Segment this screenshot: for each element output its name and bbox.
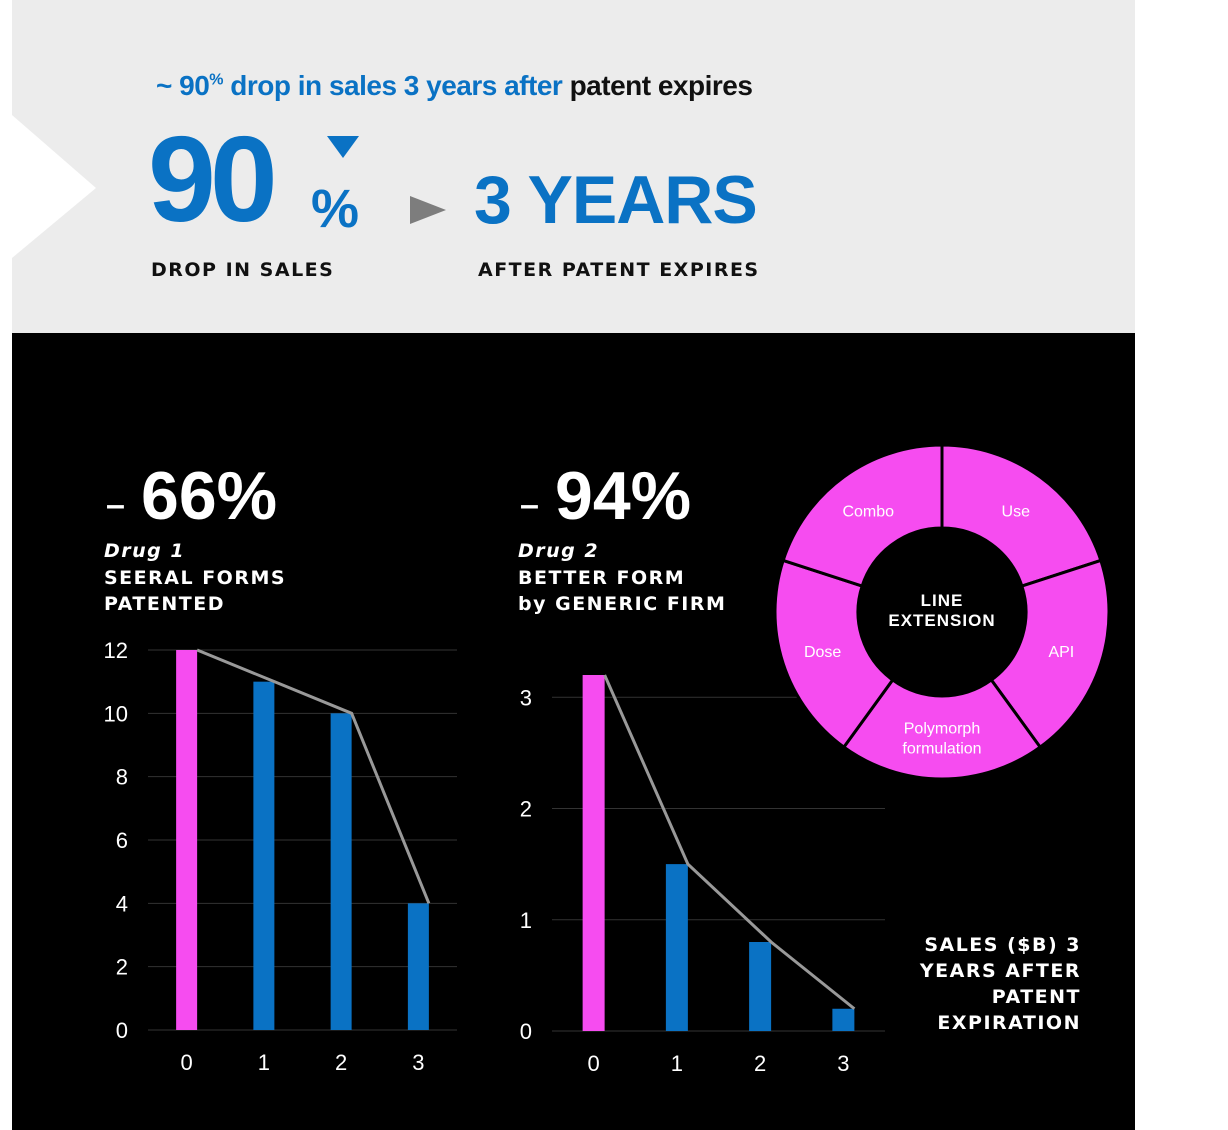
x-tick-label: 3 xyxy=(412,1050,424,1075)
donut-center-label: LINE xyxy=(921,591,964,610)
donut-segment-label: Use xyxy=(1002,503,1031,520)
drug2-name: Drug 2 xyxy=(518,540,600,562)
play-arrow-icon xyxy=(410,196,446,224)
donut-segment xyxy=(773,558,895,750)
drug2-minus: – xyxy=(520,486,539,524)
bar-2 xyxy=(749,942,772,1031)
donut-segment xyxy=(940,443,1103,588)
bar-0 xyxy=(582,675,605,1031)
drug1-name: Drug 1 xyxy=(104,540,186,562)
summary-panel xyxy=(12,0,1135,333)
x-tick-label: 1 xyxy=(258,1050,270,1075)
x-tick-label: 1 xyxy=(671,1051,683,1076)
y-tick-label: 2 xyxy=(116,955,128,980)
drug2-desc: BETTER FORM by GENERIC FIRM xyxy=(518,565,726,617)
y-tick-label: 6 xyxy=(116,828,128,853)
donut-segment xyxy=(781,443,944,588)
headline-prefix: ~ 90 xyxy=(156,70,210,101)
drug1-desc-line1: SEERAL FORMS xyxy=(104,567,287,589)
bar-3 xyxy=(832,1008,855,1031)
stat-90-unit: % xyxy=(311,179,360,239)
drug2-desc-line2: by GENERIC FIRM xyxy=(518,593,727,615)
bar-3 xyxy=(407,903,429,1030)
y-tick-label: 10 xyxy=(104,701,128,726)
line-extension-donut: Use API Polymorph formulation Dose Combo LINEE… xyxy=(773,443,1111,781)
stat-90-label: DROP IN SALES xyxy=(151,259,335,281)
headline: ~ 90% drop in sales 3 years after patent… xyxy=(156,70,753,102)
donut-segment-label: Polymorph xyxy=(904,721,980,738)
x-tick-label: 2 xyxy=(335,1050,347,1075)
x-tick-label: 0 xyxy=(181,1050,193,1075)
headline-suffix: patent expires xyxy=(569,70,753,101)
headline-middle: drop in sales 3 years after xyxy=(223,70,570,101)
drug1-minus: – xyxy=(106,486,125,524)
y-tick-label: 4 xyxy=(116,891,128,916)
donut-center-label: EXTENSION xyxy=(888,611,995,630)
y-tick-label: 12 xyxy=(104,638,128,663)
donut-segment-label: Combo xyxy=(842,503,894,520)
trend-line xyxy=(603,674,856,1010)
x-tick-label: 3 xyxy=(837,1051,849,1076)
y-tick-label: 3 xyxy=(520,685,532,710)
trend-line xyxy=(196,648,431,904)
donut-segment-label: API xyxy=(1048,644,1074,661)
drug1-desc: SEERAL FORMS PATENTED xyxy=(104,565,286,617)
sales-axis-caption: SALES ($B) 3 YEARS AFTER PATENT EXPIRATI… xyxy=(919,934,1081,1034)
drug1-desc-line2: PATENTED xyxy=(104,593,225,615)
y-tick-label: 0 xyxy=(520,1019,532,1044)
bar-1 xyxy=(665,864,688,1031)
bar-0 xyxy=(176,650,198,1030)
down-triangle-icon xyxy=(327,136,359,158)
x-tick-label: 0 xyxy=(588,1051,600,1076)
y-tick-label: 0 xyxy=(116,1018,128,1043)
drug2-change: 94% xyxy=(555,458,692,534)
headline-sup: % xyxy=(209,71,224,89)
bar-2 xyxy=(330,713,352,1030)
stat-90-number: 90 xyxy=(148,111,278,247)
x-tick-label: 2 xyxy=(754,1051,766,1076)
stat-3-years-label: AFTER PATENT EXPIRES xyxy=(478,259,760,281)
stat-3-years: 3 YEARS xyxy=(474,162,758,238)
donut-segment xyxy=(989,558,1111,750)
drug2-desc-line1: BETTER FORM xyxy=(518,567,686,589)
y-tick-label: 1 xyxy=(520,908,532,933)
y-tick-label: 8 xyxy=(116,765,128,790)
donut-segment-label: formulation xyxy=(902,741,981,758)
y-tick-label: 2 xyxy=(520,797,532,822)
donut-segment-label: Dose xyxy=(804,644,841,661)
drug1-change: 66% xyxy=(141,458,278,534)
arrow-notch xyxy=(0,0,96,333)
donut-segment xyxy=(841,677,1043,781)
bar-1 xyxy=(253,681,275,1030)
